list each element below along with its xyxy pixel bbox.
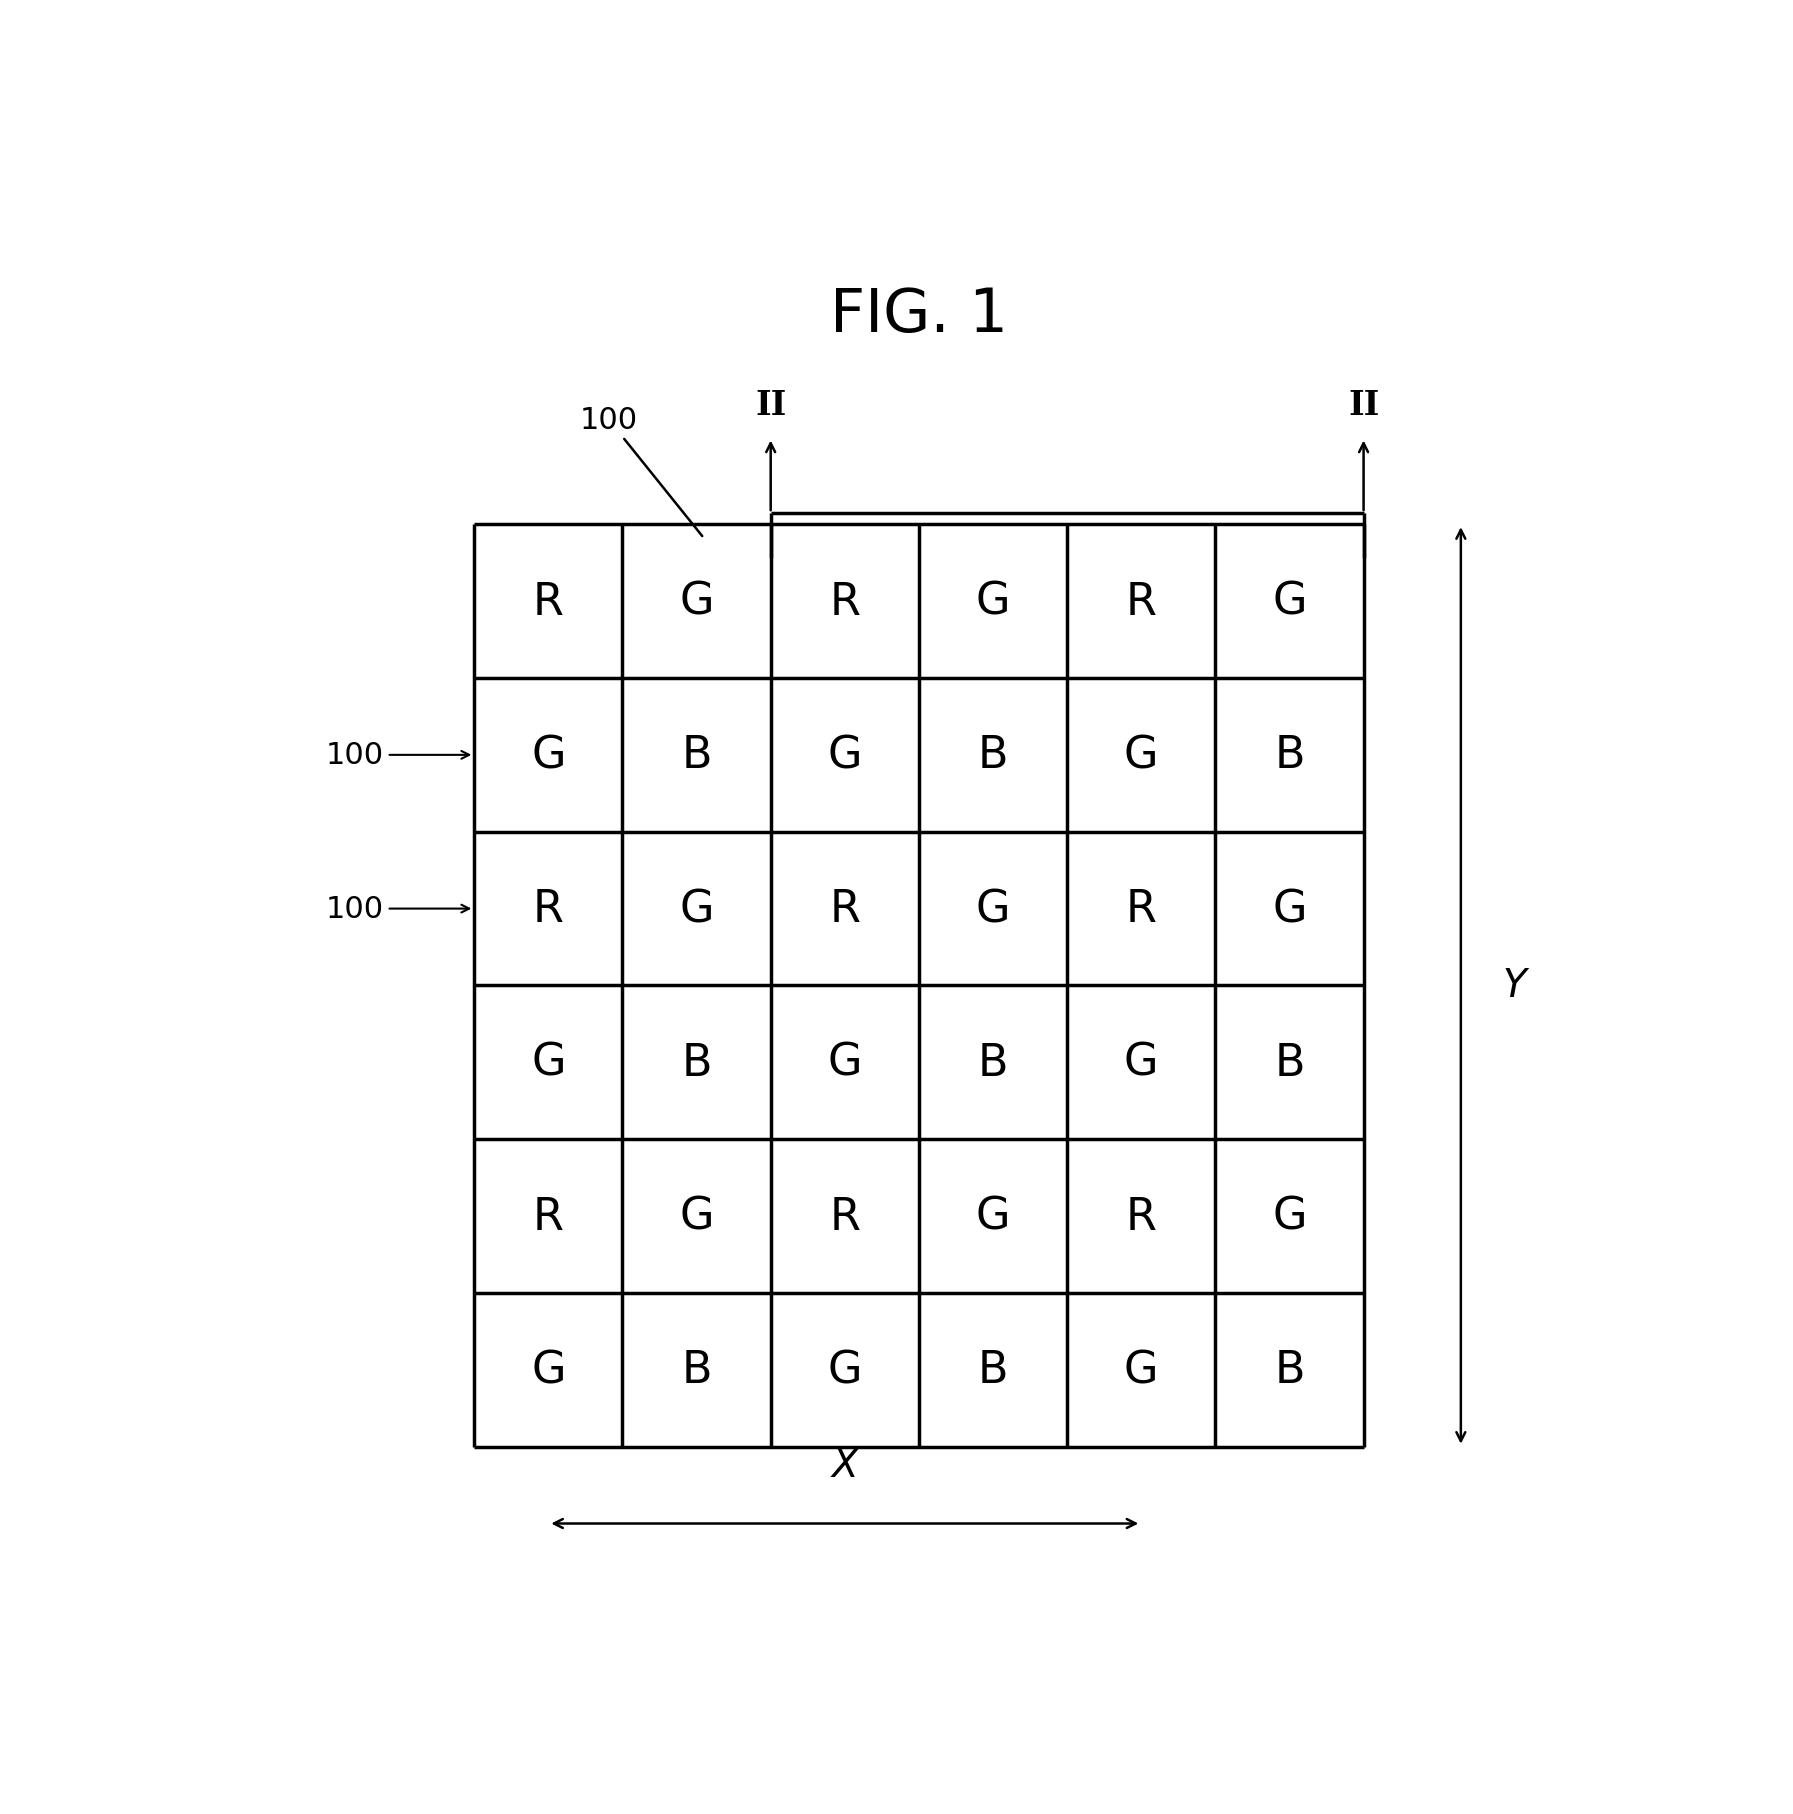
Text: G: G [1124,735,1158,776]
Text: G: G [531,735,565,776]
Text: B: B [681,735,712,776]
Text: G: G [680,887,714,931]
Text: R: R [1126,887,1156,931]
Text: R: R [533,887,563,931]
Text: B: B [681,1348,712,1391]
Text: R: R [533,1195,563,1237]
Text: B: B [977,1041,1008,1085]
Text: G: G [1124,1348,1158,1391]
Text: B: B [1275,1041,1305,1085]
Text: G: G [531,1348,565,1391]
Text: 100: 100 [579,406,703,537]
Text: G: G [828,1041,862,1085]
Text: B: B [977,735,1008,776]
Text: G: G [975,1195,1009,1237]
Text: G: G [1273,580,1307,624]
Text: G: G [828,735,862,776]
Text: G: G [975,580,1009,624]
Text: G: G [975,887,1009,931]
Text: R: R [830,580,861,624]
Text: G: G [680,1195,714,1237]
Text: FIG. 1: FIG. 1 [830,287,1008,345]
Text: Y: Y [1503,967,1526,1005]
Text: G: G [1273,1195,1307,1237]
Text: R: R [830,1195,861,1237]
Text: G: G [1124,1041,1158,1085]
Text: B: B [681,1041,712,1085]
Text: R: R [1126,580,1156,624]
Text: R: R [533,580,563,624]
Text: R: R [830,887,861,931]
Text: R: R [1126,1195,1156,1237]
Text: G: G [828,1348,862,1391]
Text: B: B [977,1348,1008,1391]
Text: B: B [1275,735,1305,776]
Text: 100: 100 [326,894,470,923]
Text: 100: 100 [326,740,470,769]
Text: G: G [531,1041,565,1085]
Text: II: II [1348,388,1379,421]
Text: X: X [832,1446,859,1484]
Text: B: B [1275,1348,1305,1391]
Text: G: G [1273,887,1307,931]
Text: G: G [680,580,714,624]
Text: II: II [755,388,787,421]
